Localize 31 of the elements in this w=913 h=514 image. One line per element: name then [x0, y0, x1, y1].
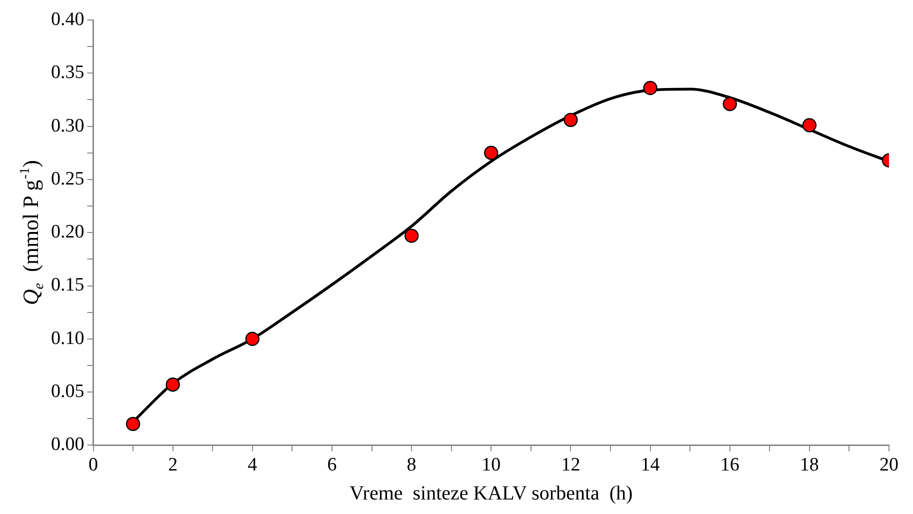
- x-tick-label: 10: [482, 454, 501, 476]
- y-tick-label: 0.15: [51, 274, 84, 296]
- x-tick-label: 4: [248, 454, 258, 476]
- point: [643, 80, 658, 96]
- point: [126, 416, 140, 432]
- x-tick-label: 0: [88, 454, 98, 476]
- point: [245, 332, 260, 346]
- point: [484, 146, 498, 160]
- x-tick-label: 2: [168, 454, 178, 476]
- y-tick-label: 0.25: [51, 168, 84, 190]
- x-tick-label: 8: [406, 454, 416, 476]
- x-tick-label: 18: [800, 454, 819, 476]
- x-tick-label: 6: [327, 454, 337, 476]
- y-tick-label: 0.10: [51, 328, 84, 349]
- point: [722, 96, 737, 112]
- x-tick-label: 20: [880, 454, 898, 476]
- point: [564, 112, 578, 128]
- y-tick-label: 0.05: [51, 381, 84, 402]
- y-tick-label: 0.35: [51, 62, 84, 84]
- point: [166, 378, 180, 392]
- x-axis-title: Vreme sinteze KALV sorbenta (h): [350, 482, 633, 504]
- y-axis-title: Qe (mmol P g-1): [18, 160, 47, 306]
- y-tick-label: 0.20: [51, 222, 84, 243]
- y-tick-label: 0.40: [51, 8, 84, 30]
- x-tick-label: 16: [720, 454, 740, 476]
- x-tick-label: 12: [561, 454, 580, 476]
- point: [404, 228, 419, 243]
- x-tick-label: 14: [640, 454, 660, 476]
- point: [802, 118, 817, 132]
- y-tick-label: 0.00: [51, 434, 84, 456]
- y-tick-label: 0.30: [51, 115, 84, 136]
